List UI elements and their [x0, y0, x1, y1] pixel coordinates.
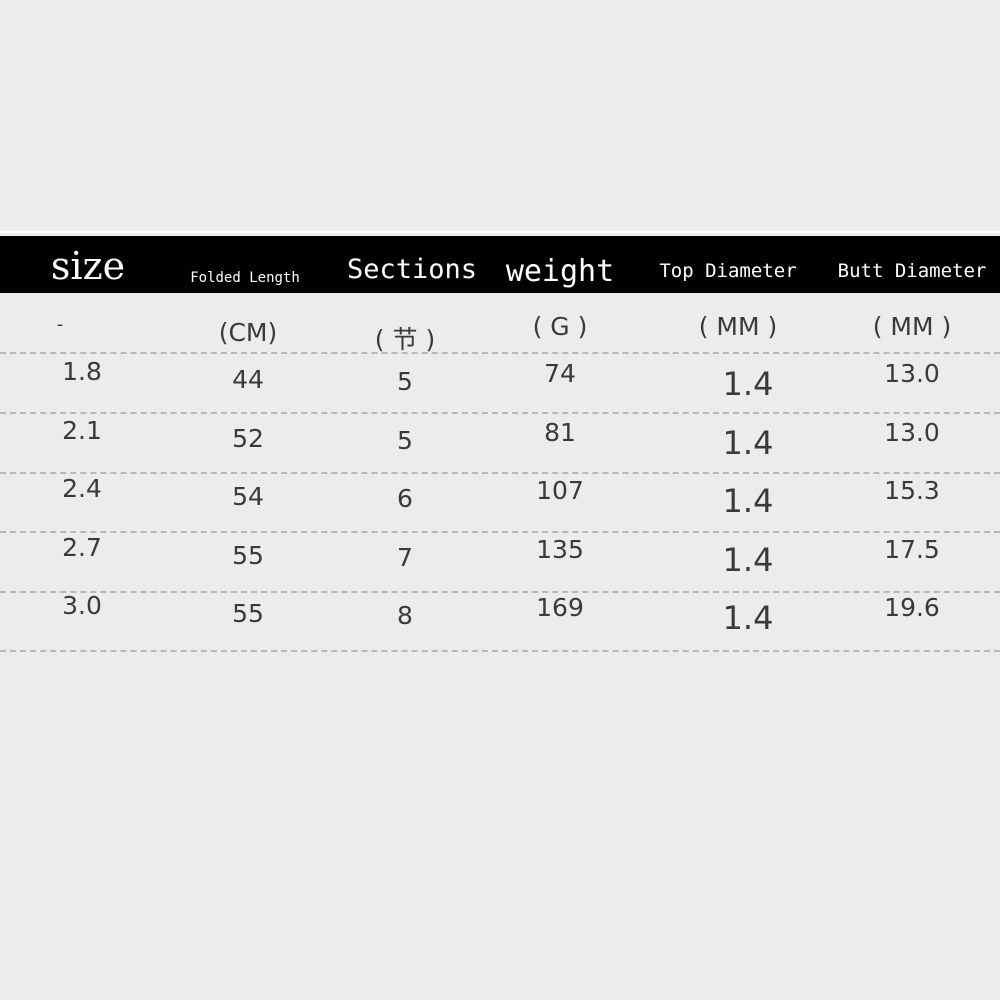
header-folded-length: Folded Length [190, 270, 300, 286]
row-divider [0, 531, 1000, 533]
header-weight: weight [505, 254, 615, 289]
cell-top-diameter: 1.4 [722, 423, 774, 462]
cell-weight: 135 [536, 534, 584, 564]
cell-top-diameter: 1.4 [722, 482, 774, 520]
cell-size: 3.0 [62, 591, 102, 620]
cell-weight: 107 [536, 476, 584, 505]
cell-top-diameter: 1.4 [722, 365, 774, 403]
cell-weight: 169 [536, 593, 584, 622]
cell-folded-length: 54 [232, 482, 264, 511]
cell-sections: 5 [397, 367, 413, 396]
unit-top-diameter: ( MM ) [698, 312, 778, 341]
unit-folded-length: (CM) [218, 318, 278, 347]
row-divider [0, 650, 1000, 652]
cell-size: 2.1 [62, 415, 102, 445]
unit-weight: ( G ) [532, 312, 588, 341]
cell-folded-length: 55 [232, 540, 264, 570]
cell-size: 2.7 [62, 532, 102, 562]
cell-weight: 81 [544, 417, 576, 447]
cell-folded-length: 44 [232, 365, 264, 394]
unit-sections: ( 节 ) [374, 325, 436, 354]
cell-size: 1.8 [62, 357, 102, 386]
cell-sections: 8 [397, 601, 413, 630]
cell-folded-length: 55 [232, 599, 264, 628]
header-top-diameter: Top Diameter [659, 260, 797, 282]
cell-sections: 5 [397, 425, 413, 455]
unit-butt-diameter: ( MM ) [872, 312, 952, 341]
cell-top-diameter: 1.4 [722, 599, 774, 637]
cell-top-diameter: 1.4 [722, 540, 774, 579]
row-divider [0, 590, 1000, 593]
row-divider [0, 471, 1000, 474]
header-top-line [0, 231, 1000, 233]
header-size: size [50, 244, 126, 288]
cell-size: 2.4 [62, 474, 102, 503]
cell-butt-diameter: 19.6 [884, 593, 940, 622]
cell-butt-diameter: 17.5 [884, 534, 940, 564]
cell-butt-diameter: 13.0 [884, 417, 940, 447]
table-header: size Folded Length Sections weight Top D… [0, 236, 1000, 293]
header-sections: Sections [346, 254, 478, 285]
row-divider [0, 352, 1000, 354]
row-divider [0, 412, 1000, 414]
unit-size: - [56, 314, 64, 335]
cell-sections: 6 [397, 484, 413, 513]
cell-sections: 7 [397, 542, 413, 572]
header-butt-diameter: Butt Diameter [837, 260, 987, 282]
cell-weight: 74 [544, 359, 576, 388]
cell-folded-length: 52 [232, 423, 264, 453]
cell-butt-diameter: 15.3 [884, 476, 940, 505]
cell-butt-diameter: 13.0 [884, 359, 940, 388]
